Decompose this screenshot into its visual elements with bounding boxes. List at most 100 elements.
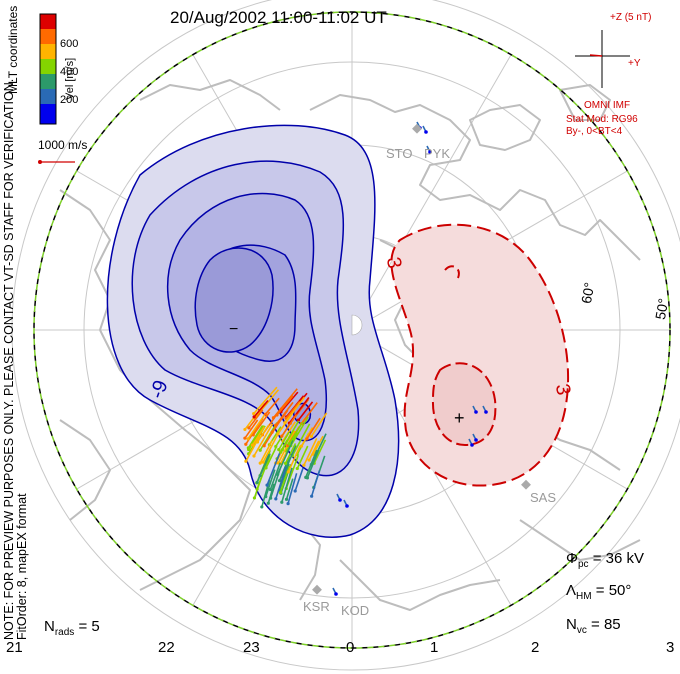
velocity-vector [296, 445, 309, 469]
colorbar-tick-600: 600 [60, 38, 79, 50]
velocity-vector-origin [274, 497, 278, 501]
velocity-vector-origin [265, 483, 269, 487]
velocity-vector-origin [484, 410, 488, 414]
velocity-vector-origin [252, 454, 256, 458]
radar-pyk-label: PYK [424, 146, 451, 161]
mlt-label-3: 3 [666, 639, 675, 656]
velocity-vector-origin [261, 460, 265, 464]
velocity-vector-origin [284, 497, 289, 501]
velocity-vector-origin [299, 444, 304, 448]
velocity-vector-origin [279, 450, 283, 454]
radar-ksr-label: KSR [303, 599, 330, 614]
map-title: 20/Aug/2002 11:00-11:02 UT [170, 8, 387, 27]
velocity-vector-origin [252, 412, 256, 416]
velocity-vector-origin [258, 461, 262, 465]
colorbar [39, 13, 57, 125]
preview-note: NOTE: FOR PREVIEW PURPOSES ONLY. PLEASE … [2, 78, 16, 640]
velocity-vector [265, 469, 276, 497]
velocity-vector [278, 431, 290, 451]
velocity-vector [300, 402, 318, 425]
potential-min-marker: − [229, 321, 238, 338]
velocity-vector-origin [310, 494, 314, 498]
colorbar-tick-400: 400 [60, 66, 79, 78]
velocity-vector [297, 401, 314, 421]
velocity-vector [263, 423, 279, 447]
velocity-vector [300, 427, 314, 447]
mlt-label-1: 1 [430, 639, 439, 656]
velocity-vector [313, 439, 327, 464]
velocity-vector-origin [252, 496, 257, 500]
velocity-vector-origin [283, 461, 288, 465]
velocity-vector [269, 462, 281, 490]
velocity-vector-origin [266, 501, 270, 505]
velocity-vector-origin [244, 459, 248, 463]
velocity-vector [290, 416, 309, 447]
velocity-vector [275, 401, 294, 426]
velocity-vector-origin [474, 438, 478, 442]
velocity-vector [256, 424, 270, 443]
velocity-vector [265, 447, 277, 469]
velocity-vector [272, 388, 298, 419]
potential-max-marker: + [454, 408, 465, 428]
velocity-vector-origin [280, 434, 284, 438]
velocity-vector-origin [305, 437, 309, 441]
velocity-vector [285, 400, 301, 419]
mlt-label-21: 21 [6, 639, 23, 656]
velocity-vector-origin [474, 410, 478, 414]
velocity-vector [253, 386, 278, 415]
velocity-vector [253, 399, 269, 418]
velocity-vector-origin [305, 476, 309, 480]
radar-sto-label: STO [386, 146, 413, 161]
mlt-label-0: 0 [346, 639, 355, 656]
radar-count: Nrads = 5 [44, 618, 100, 638]
velocity-vector [278, 463, 290, 491]
velocity-vector [253, 423, 274, 457]
radar-kod-label: KOD [341, 603, 370, 618]
velocity-vector-origin [264, 466, 268, 470]
velocity-vector [247, 425, 264, 449]
velocity-vector [276, 439, 294, 475]
velocity-vector-origin [274, 444, 278, 449]
velocity-vector-origin [286, 501, 290, 506]
velocity-vector-origin [295, 466, 299, 471]
positive-contour-label-left: 3 [382, 255, 406, 270]
velocity-vector-origin [309, 434, 314, 438]
velocity-vector-origin [260, 505, 264, 509]
velocity-vector-origin [276, 432, 280, 436]
velocity-vector [312, 435, 324, 455]
velocity-vector [287, 473, 298, 504]
hm-boundary-green [33, 11, 671, 649]
velocity-vector [266, 451, 281, 486]
velocity-vector [308, 440, 320, 461]
imf-y-axis-label: +Y [628, 58, 641, 69]
stat-model-condition: By-, 0<BT<4 [566, 126, 623, 137]
velocity-vector [306, 417, 321, 440]
velocity-vector [244, 419, 259, 439]
velocity-vector [281, 413, 298, 437]
velocity-vector-origin [283, 421, 287, 425]
velocity-vector-origin [250, 443, 255, 447]
velocity-vector-origin [428, 150, 432, 154]
velocity-vector-origin [280, 500, 284, 504]
velocity-vector [303, 438, 318, 466]
velocity-vector-origin [268, 487, 273, 492]
velocity-vector-origin [244, 442, 248, 446]
velocity-vector-origin [307, 458, 311, 462]
velocity-vector [310, 412, 328, 437]
velocity-vector [284, 443, 297, 464]
velocity-vector-origin [278, 490, 283, 495]
imf-clock [575, 30, 630, 88]
velocity-vector-origin [277, 479, 282, 483]
polar-cap-potential: Φpc = 36 kV [566, 550, 644, 570]
velocity-vector [259, 440, 273, 464]
velocity-vector-origin [338, 498, 342, 502]
velocity-vector [288, 421, 304, 445]
velocity-vector [294, 467, 304, 492]
velocity-vector-origin [269, 496, 273, 500]
velocity-vector-origin [247, 426, 251, 430]
velocity-vector-origin [243, 427, 247, 432]
velocity-vector [287, 445, 301, 473]
velocity-vector [262, 435, 278, 463]
velocity-vector-origin [271, 416, 276, 420]
velocity-vector [256, 453, 270, 483]
